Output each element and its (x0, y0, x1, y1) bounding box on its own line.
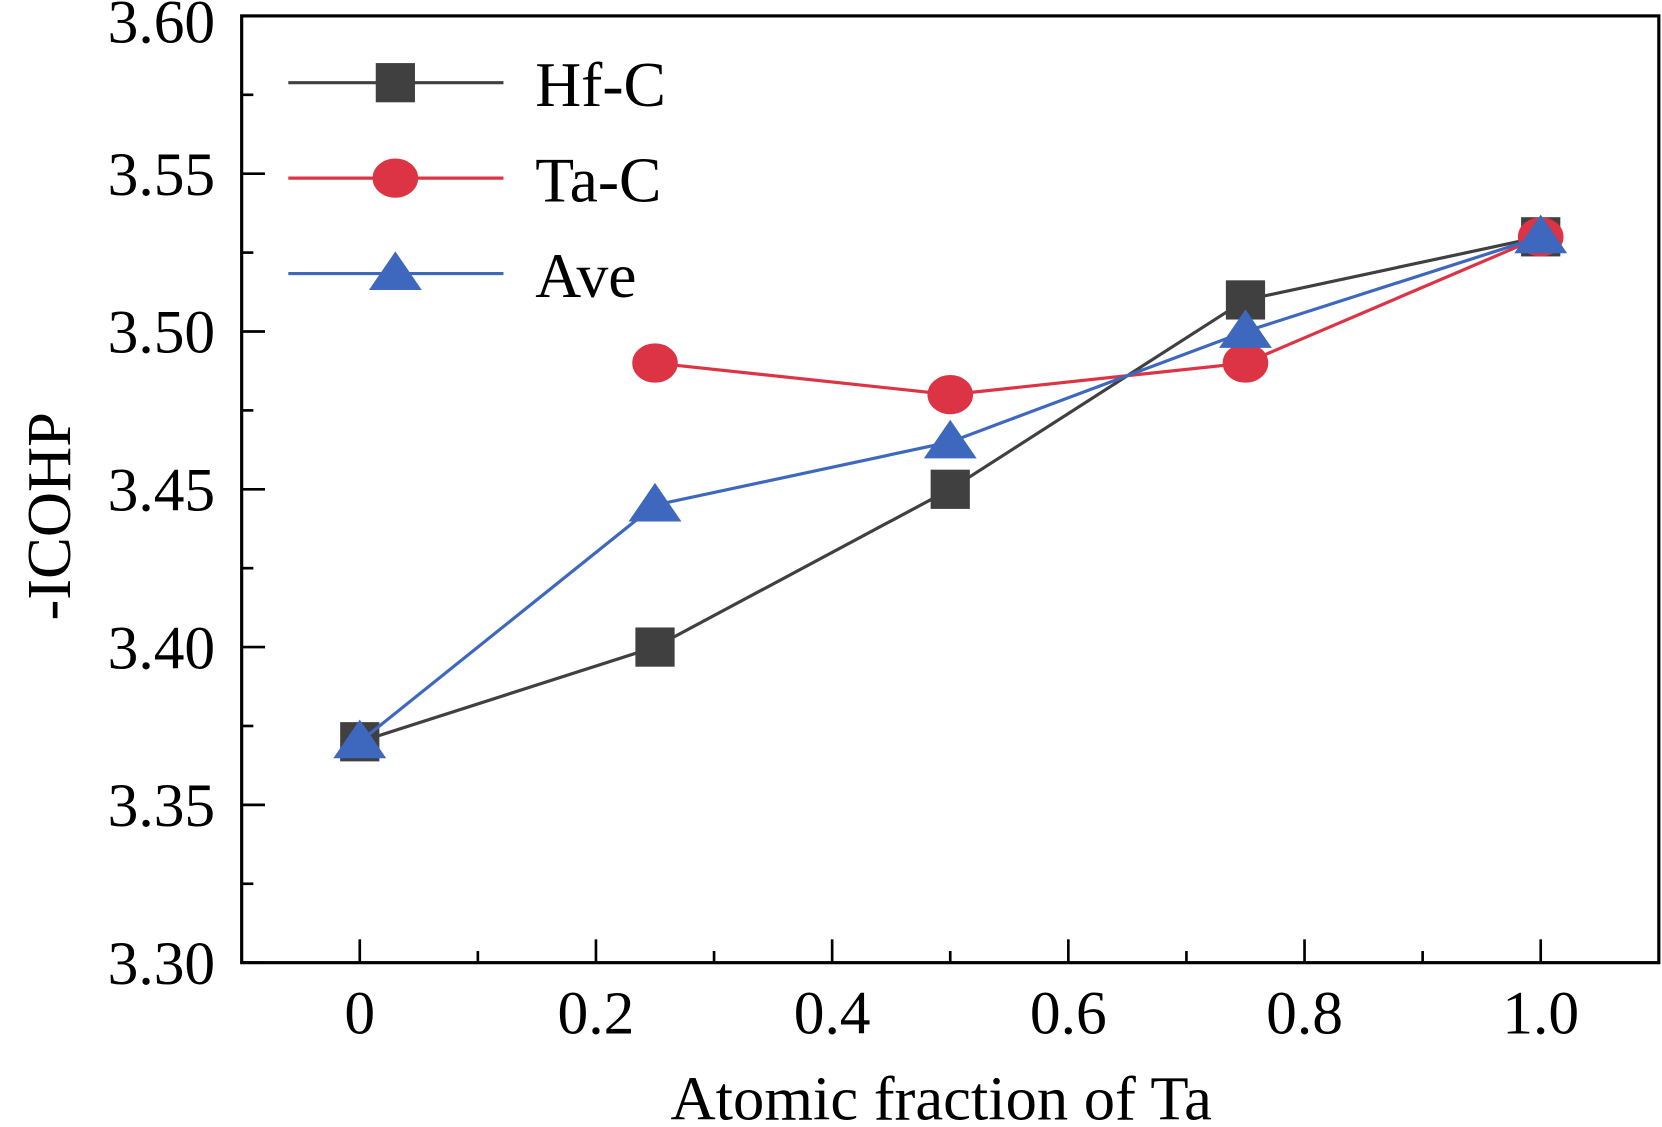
y-tick-label: 3.45 (108, 456, 216, 524)
y-tick-label: 3.30 (108, 930, 216, 998)
data-point-ave (923, 419, 977, 459)
legend-label-hf-c: Hf-C (535, 49, 666, 120)
y-tick-label: 3.50 (108, 299, 216, 367)
series-layer (333, 214, 1568, 762)
x-tick-label: 0.2 (558, 980, 635, 1048)
legend-label-ave: Ave (535, 240, 636, 311)
legend-marker-ta-c (372, 158, 419, 198)
y-tick-label: 3.35 (108, 772, 216, 840)
x-tick-label: 0.8 (1266, 980, 1343, 1048)
x-tick-label: 0 (344, 980, 375, 1048)
axes: 0 0.2 0.4 0.6 0.8 1.0 3.30 3.35 3.40 3.45 3.50 3.55… (108, 0, 1661, 1048)
data-point-hf-c (635, 627, 675, 667)
data-point-ave (628, 482, 682, 522)
series-line-ta-c (654, 235, 1542, 397)
legend-marker-ave (368, 251, 422, 290)
x-tick-label: 1.0 (1502, 980, 1579, 1048)
data-point-ta-c (632, 343, 678, 383)
data-point-ave (1219, 309, 1272, 348)
x-tick-label: 0.4 (794, 980, 871, 1048)
y-tick-label: 3.55 (108, 141, 216, 209)
x-tick-label: 0.6 (1030, 980, 1107, 1048)
data-point-hf-c (930, 469, 970, 509)
x-axis-label: Atomic fraction of Ta (671, 1064, 1212, 1127)
data-point-ta-c (1222, 343, 1269, 383)
legend-marker-hf-c (375, 63, 415, 103)
data-point-ta-c (927, 374, 974, 415)
y-axis-label: -ICOHP (14, 412, 84, 620)
y-tick-label: 3.40 (108, 614, 216, 682)
y-tick-label: 3.60 (108, 0, 216, 56)
legend-label-ta-c: Ta-C (535, 144, 661, 215)
legend: Hf-C Ta-C Ave (288, 49, 666, 311)
data-point-ave (1514, 214, 1568, 254)
data-point-ave (333, 719, 387, 759)
